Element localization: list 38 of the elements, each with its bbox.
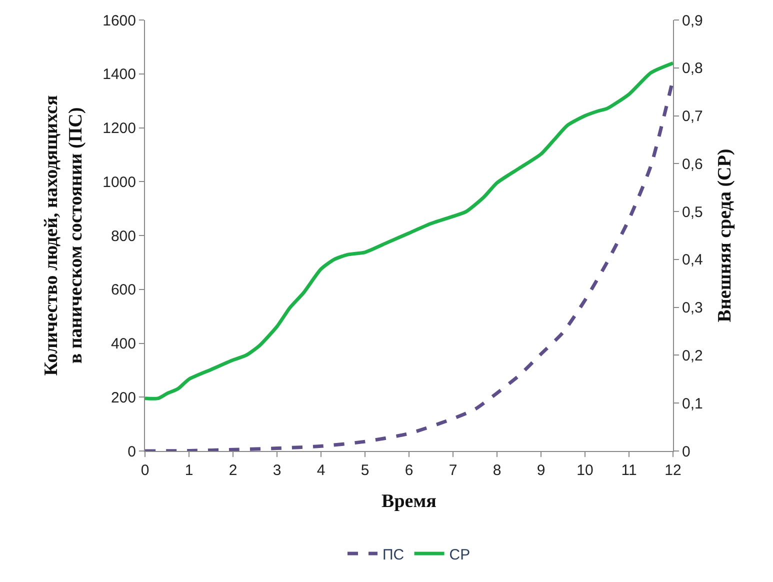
x-tick-label: 7 xyxy=(448,462,458,479)
y-tick-label: 800 xyxy=(110,228,136,245)
legend-label: ПС xyxy=(382,546,404,564)
y-tick-label: 1400 xyxy=(102,66,136,84)
y2-tick-label: 0,9 xyxy=(682,12,703,30)
x-tick-label: 8 xyxy=(492,462,502,479)
x-tick-label: 5 xyxy=(360,462,370,479)
y2-tick-label: 0,4 xyxy=(682,252,703,269)
y2-tick-label: 0,6 xyxy=(682,156,703,173)
y-tick-label: 600 xyxy=(110,282,136,299)
y-tick-label: 1200 xyxy=(102,120,136,137)
y-tick-label: 200 xyxy=(110,389,136,406)
x-tick-label: 1 xyxy=(184,462,194,479)
y-tick-label: 400 xyxy=(110,336,136,352)
x-tick-label: 0 xyxy=(140,462,150,479)
y-tick-label: 1600 xyxy=(102,12,136,30)
y-tick-label: 0 xyxy=(128,443,136,460)
y2-tick-label: 0,7 xyxy=(682,108,703,126)
y-tick-label: 1000 xyxy=(102,174,136,191)
y2-tick-label: 0,5 xyxy=(682,204,703,221)
x-axis-title: Время xyxy=(382,490,436,512)
x-tick-label: 3 xyxy=(272,462,282,479)
x-tick-label: 6 xyxy=(404,462,414,479)
y2-axis-title: Внешняя среда (СР) xyxy=(714,148,736,322)
y2-tick-label: 0 xyxy=(682,443,690,460)
x-tick-label: 11 xyxy=(621,462,637,479)
legend-label: СР xyxy=(449,546,470,564)
x-tick-label: 2 xyxy=(228,462,238,479)
line-series xyxy=(145,61,673,400)
y2-tick-label: 0,1 xyxy=(682,395,703,412)
x-tick-label: 10 xyxy=(576,462,594,479)
x-tick-label: 4 xyxy=(316,462,326,479)
x-tick-label: 9 xyxy=(536,462,546,479)
y2-tick-label: 0,8 xyxy=(682,60,703,78)
y-axis-title: Количество людей, находящихся в паническом состоянии (ПС) xyxy=(40,95,86,376)
x-tick-label: 12 xyxy=(664,462,682,479)
y2-tick-label: 0,2 xyxy=(682,347,703,364)
y2-tick-label: 0,3 xyxy=(682,300,703,317)
